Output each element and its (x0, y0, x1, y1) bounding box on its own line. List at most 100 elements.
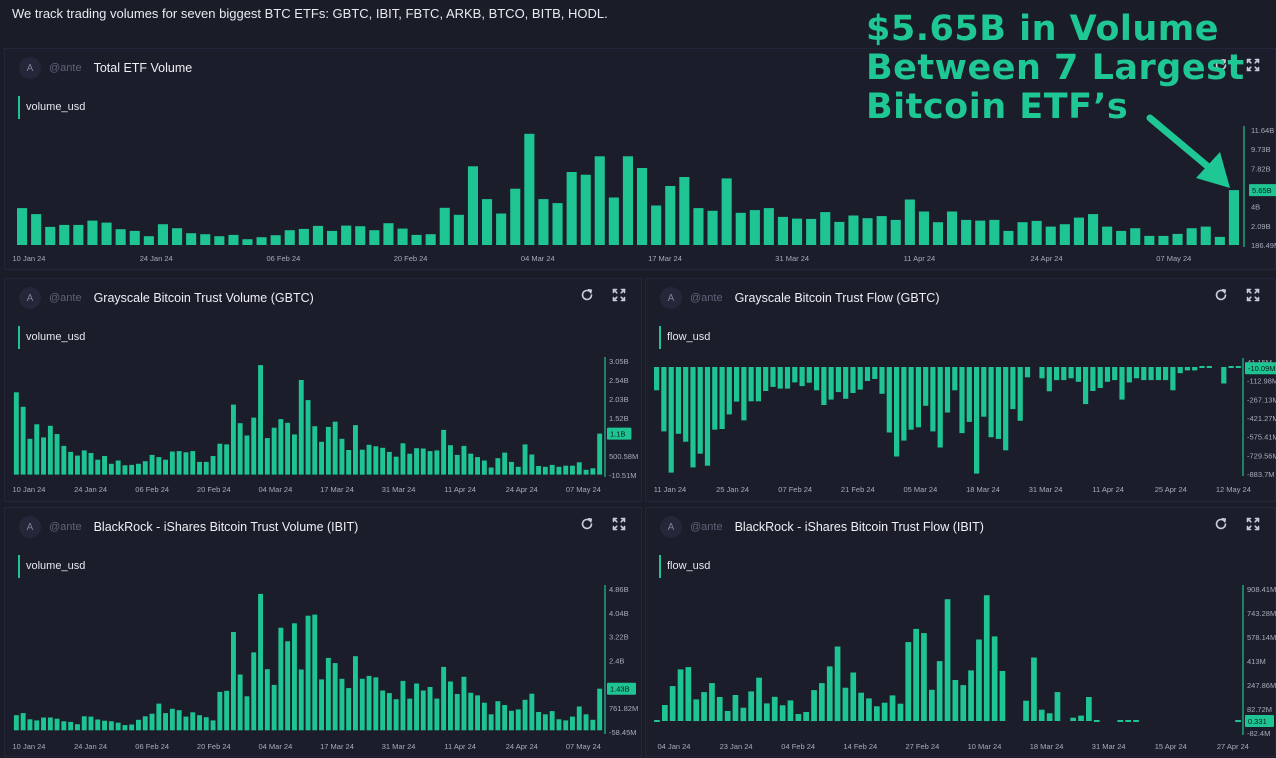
bar[interactable] (488, 714, 494, 731)
bar[interactable] (881, 702, 888, 721)
bar[interactable] (68, 721, 74, 731)
bar[interactable] (749, 210, 760, 245)
bar[interactable] (251, 417, 257, 475)
bar[interactable] (102, 456, 107, 475)
bar[interactable] (224, 690, 230, 731)
bar[interactable] (214, 236, 225, 245)
bar[interactable] (237, 423, 243, 475)
bar[interactable] (461, 445, 467, 475)
avatar[interactable]: A (19, 516, 41, 538)
bar[interactable] (989, 219, 1000, 245)
bar[interactable] (292, 623, 297, 731)
bar[interactable] (834, 646, 841, 722)
bar[interactable] (373, 446, 379, 475)
bar[interactable] (183, 716, 189, 731)
bar[interactable] (41, 437, 46, 475)
bar[interactable] (690, 367, 696, 468)
bar[interactable] (502, 705, 508, 731)
bar[interactable] (890, 219, 901, 245)
bar[interactable] (285, 422, 291, 475)
bar[interactable] (319, 441, 324, 475)
bar[interactable] (1199, 366, 1205, 368)
bar[interactable] (716, 697, 723, 721)
series-legend[interactable]: flow_usd (659, 555, 710, 578)
bar[interactable] (149, 713, 155, 731)
bar[interactable] (1125, 720, 1131, 722)
bar[interactable] (47, 425, 53, 475)
author-handle[interactable]: @ante (49, 62, 82, 74)
bar[interactable] (332, 663, 338, 731)
bar[interactable] (857, 367, 863, 390)
bar[interactable] (1170, 367, 1176, 391)
series-legend[interactable]: volume_usd (18, 96, 85, 119)
bar[interactable] (929, 689, 935, 721)
bar[interactable] (231, 632, 236, 731)
bar[interactable] (1097, 367, 1103, 388)
bar[interactable] (1017, 222, 1028, 245)
bar[interactable] (312, 614, 318, 731)
bar[interactable] (748, 691, 754, 721)
bar[interactable] (1235, 720, 1241, 722)
bar[interactable] (169, 451, 175, 475)
bar[interactable] (27, 719, 33, 731)
bar[interactable] (68, 451, 74, 475)
bar[interactable] (496, 213, 507, 246)
bar[interactable] (509, 461, 514, 475)
bar[interactable] (468, 453, 474, 475)
bar[interactable] (1116, 230, 1127, 245)
bar[interactable] (75, 455, 80, 475)
bar[interactable] (434, 698, 440, 731)
bar[interactable] (142, 716, 148, 731)
bar[interactable] (529, 454, 535, 475)
bar[interactable] (495, 458, 501, 475)
bar[interactable] (726, 367, 732, 415)
bar[interactable] (292, 434, 297, 475)
bar[interactable] (590, 468, 596, 475)
bar[interactable] (278, 419, 284, 475)
bar[interactable] (386, 451, 392, 475)
bar[interactable] (298, 228, 309, 245)
bar[interactable] (843, 367, 849, 399)
bar[interactable] (34, 720, 40, 731)
bar[interactable] (683, 367, 689, 442)
bar[interactable] (937, 367, 943, 448)
bar[interactable] (792, 367, 798, 383)
bar[interactable] (454, 454, 460, 475)
bar[interactable] (386, 693, 392, 731)
bar[interactable] (803, 712, 809, 721)
bar[interactable] (668, 367, 674, 473)
bar[interactable] (576, 462, 582, 475)
bar[interactable] (284, 230, 295, 245)
bar[interactable] (270, 235, 281, 245)
bar[interactable] (312, 426, 318, 475)
bar[interactable] (366, 675, 372, 731)
bar[interactable] (481, 460, 487, 475)
bar[interactable] (936, 661, 943, 721)
bar[interactable] (1102, 226, 1113, 245)
bar[interactable] (879, 367, 885, 394)
bar[interactable] (1177, 367, 1183, 374)
bar[interactable] (1017, 367, 1023, 421)
author-handle[interactable]: @ante (49, 292, 82, 304)
bar[interactable] (129, 464, 135, 475)
bar[interactable] (163, 713, 168, 731)
bar[interactable] (122, 725, 128, 731)
bar[interactable] (305, 400, 311, 475)
bar[interactable] (866, 698, 872, 722)
bar[interactable] (1155, 367, 1161, 381)
bar[interactable] (427, 687, 433, 731)
bar[interactable] (697, 367, 703, 454)
bar[interactable] (536, 712, 541, 731)
bar[interactable] (509, 710, 514, 731)
avatar[interactable]: A (660, 287, 682, 309)
bar[interactable] (777, 216, 788, 245)
bar[interactable] (383, 223, 394, 245)
bar[interactable] (522, 699, 528, 731)
bar[interactable] (453, 214, 464, 245)
expand-button[interactable] (1245, 516, 1261, 532)
bar[interactable] (172, 228, 183, 245)
bar[interactable] (414, 448, 419, 475)
bar[interactable] (583, 714, 589, 731)
bar[interactable] (1141, 367, 1147, 381)
bar[interactable] (101, 222, 112, 245)
